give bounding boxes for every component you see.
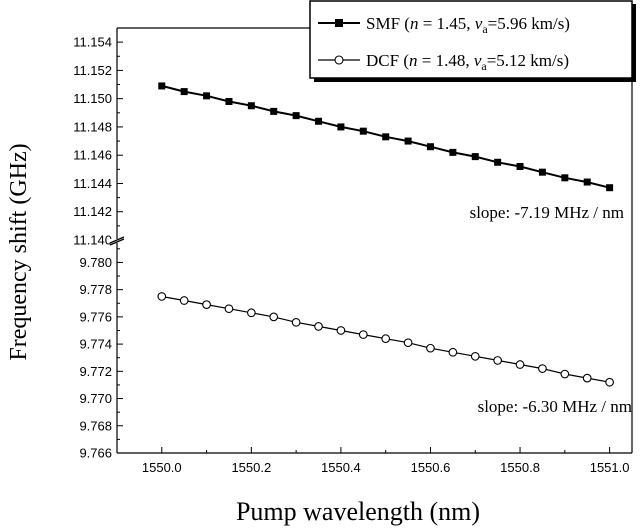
data-point-smf [426,143,434,151]
y-tick-label: 9.780 [79,255,112,270]
data-point-dcf [269,312,279,322]
data-point-dcf [157,292,167,301]
legend-smf-sub: a [482,22,488,36]
x-axis-label: Pump wavelength (nm) [236,497,480,526]
data-point-smf [561,174,569,182]
x-tick-label: 1550.0 [142,460,182,475]
data-point-smf [583,178,591,186]
data-point-dcf [538,364,547,373]
legend: SMF (n = 1.45, va=5.96 km/s) DCF (n = 1.… [309,0,636,82]
data-point-smf [270,107,278,115]
y-tick-label: 11.150 [73,91,112,106]
legend-smf-n: n [410,14,419,33]
y-tick-label: 9.778 [79,282,112,297]
data-point-dcf [448,347,458,357]
plot-frame [116,27,633,454]
data-point-smf [292,112,300,120]
data-point-smf [404,137,412,145]
tick-marks [117,41,611,454]
legend-box [309,0,633,79]
data-point-dcf [493,356,503,365]
data-point-dcf [582,373,592,383]
y-tick-label: 9.766 [79,446,112,461]
data-point-dcf [246,308,256,318]
data-point-dcf [314,322,323,331]
data-point-smf [315,117,323,125]
y-tick-label: 11.142 [73,204,112,219]
data-point-smf [449,148,457,156]
axis-break [109,236,125,246]
data-point-smf [203,92,211,100]
y-tick-label: 11.152 [73,63,112,78]
data-point-smf [516,163,524,171]
x-tick-label: 1550.8 [500,460,540,475]
data-point-smf [180,88,188,96]
legend-dcf-n: n [409,51,418,70]
data-point-dcf [358,330,368,339]
y-tick-label: 11.144 [73,176,112,191]
data-point-dcf [202,300,211,309]
data-point-dcf [605,377,614,387]
legend-smf-mid: = 1.45, [418,14,474,33]
legend-marker-dcf [334,55,344,65]
y-tick-label: 9.770 [79,391,112,406]
y-tick-label: 11.154 [73,35,112,50]
data-point-dcf [336,326,346,335]
y-tick-labels: 11.140 11.142 11.144 11.146 11.148 11.150 11.1… [73,35,112,461]
data-point-dcf [426,343,435,353]
x-tick-labels: 1550.0 1550.2 1550.4 1550.6 1550.8 1551.0 [142,460,630,475]
data-point-smf [538,168,546,176]
data-point-dcf [224,304,234,314]
data-point-smf [158,82,166,90]
y-tick-label: 9.772 [79,364,112,379]
legend-dcf-mid: = 1.48, [417,51,473,70]
data-point-smf [494,158,502,166]
data-point-dcf [179,296,189,305]
y-tick-label: 11.146 [73,148,112,163]
data-point-smf [247,102,255,110]
data-point-dcf [291,317,301,327]
data-point-dcf [515,360,525,369]
x-tick-label: 1550.2 [231,460,271,475]
legend-dcf-main: DCF ( [366,51,409,70]
slope-annotation-smf: slope: -7.19 MHz / nm [470,203,624,222]
legend-smf-tail: =5.96 km/s) [488,14,570,33]
data-point-smf [382,133,390,141]
data-point-dcf [403,338,413,348]
data-point-dcf [470,351,480,361]
axis-break-slash [109,236,125,244]
data-point-smf [606,184,614,192]
data-point-smf [359,127,367,135]
data-point-smf [471,153,479,161]
x-tick-label: 1550.6 [411,460,451,475]
legend-dcf-v: v [474,51,482,70]
slope-annotation-dcf: slope: -6.30 MHz / nm [478,397,632,416]
data-point-smf [225,97,233,105]
data-point-dcf [381,334,391,344]
data-point-smf [337,123,345,131]
series-layer [157,82,614,387]
y-tick-label: 11.140 [73,233,112,248]
data-point-dcf [560,369,570,379]
legend-label-smf: SMF (n = 1.45, va=5.96 km/s) [366,14,570,36]
x-tick-label: 1551.0 [590,460,630,475]
y-tick-label: 9.768 [79,418,112,433]
y-tick-label: 9.774 [79,337,112,352]
legend-smf-main: SMF ( [366,14,410,33]
x-tick-label: 1550.4 [321,460,361,475]
legend-smf-v: v [475,14,483,33]
legend-label-dcf: DCF (n = 1.48, va=5.12 km/s) [366,51,569,73]
y-axis-label: Frequency shift (GHz) [6,143,32,360]
legend-dcf-sub: a [481,59,487,73]
y-tick-label: 9.776 [79,309,112,324]
y-tick-label: 11.148 [73,119,112,134]
legend-dcf-tail: =5.12 km/s) [487,51,569,70]
axis-break-gap [110,239,124,243]
legend-marker-smf [335,19,343,27]
axis-break-slash [109,238,125,246]
